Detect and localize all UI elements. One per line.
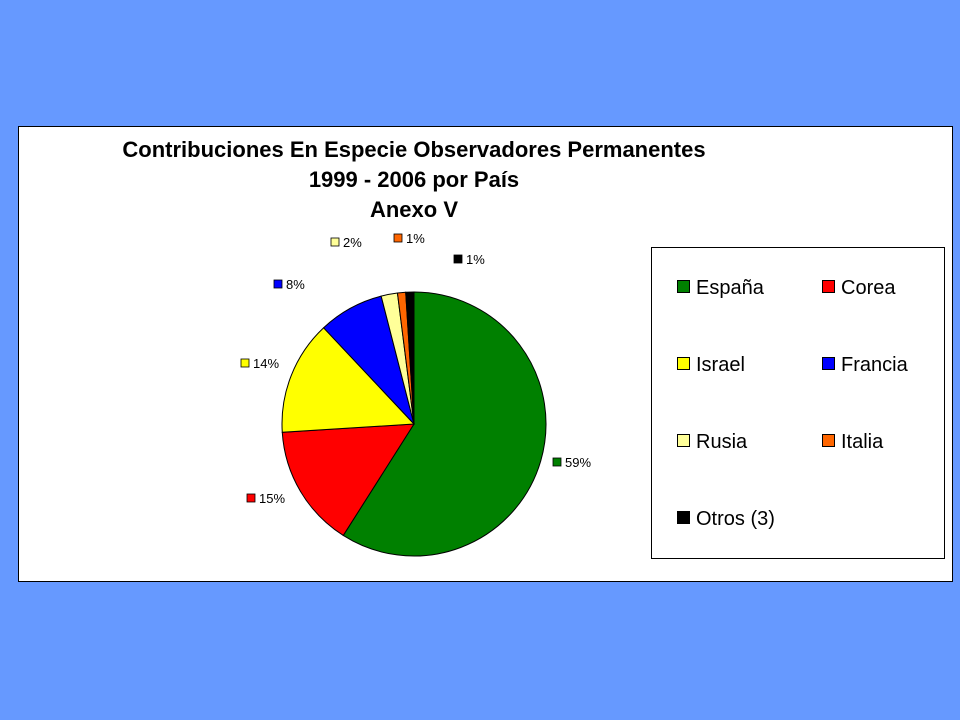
legend-swatch <box>677 280 690 294</box>
chart-frame: Contribuciones En Especie Observadores P… <box>18 126 953 582</box>
pie-slice-espana <box>342 291 547 557</box>
data-label-swatch-italia <box>393 233 403 243</box>
legend-swatch <box>822 357 835 371</box>
pie-slice-israel <box>281 327 416 433</box>
legend-item-espana: España <box>677 276 764 300</box>
data-label-swatch-otros-3 <box>453 254 463 264</box>
data-label-corea: 15% <box>259 491 285 506</box>
data-label-swatch-corea <box>246 493 256 503</box>
legend-label: Israel <box>696 354 745 376</box>
chart-title-line-2: 1999 - 2006 por País <box>308 167 520 192</box>
pie-slice-corea <box>281 423 415 537</box>
data-label-israel: 14% <box>253 356 279 371</box>
legend-label: Corea <box>841 277 896 299</box>
legend-item-otros-3: Otros (3) <box>677 507 775 531</box>
legend-label: Italia <box>841 431 884 453</box>
pie-slice-otros-3 <box>405 291 415 425</box>
legend-swatch <box>677 434 690 448</box>
data-label-espana: 59% <box>565 455 591 470</box>
legend-label: Francia <box>841 354 908 376</box>
data-label-francia: 8% <box>286 277 305 292</box>
data-label-swatch-francia <box>273 279 283 289</box>
legend-swatch <box>822 280 835 294</box>
pie-chart: 59% 15% 14% 8% 2% 1% 1% <box>240 231 591 557</box>
chart-title-line-3: Anexo V <box>369 197 459 222</box>
legend-item-francia: Francia <box>822 353 908 377</box>
legend-swatch <box>677 511 690 525</box>
legend-swatch <box>677 357 690 371</box>
data-label-swatch-espana <box>552 457 562 467</box>
legend-swatch <box>822 434 835 448</box>
legend-item-israel: Israel <box>677 353 745 377</box>
legend-item-italia: Italia <box>822 430 883 454</box>
data-label-italia: 1% <box>406 231 425 246</box>
data-label-otros-3: 1% <box>466 252 485 267</box>
chart-title: Contribuciones En Especie Observadores P… <box>19 135 809 225</box>
chart-title-line-1: Contribuciones En Especie Observadores P… <box>122 137 706 162</box>
data-label-swatch-israel <box>240 358 250 368</box>
data-label-rusia: 2% <box>343 235 362 250</box>
data-label-swatch-rusia <box>330 237 340 247</box>
legend-label: Rusia <box>696 431 748 453</box>
legend-item-rusia: Rusia <box>677 430 747 454</box>
chart-legend: España Corea Israel Francia Rusia Italia Otros… <box>651 247 945 559</box>
legend-label: España <box>696 277 764 299</box>
legend-label: Otros (3) <box>696 508 775 530</box>
legend-item-corea: Corea <box>822 276 895 300</box>
